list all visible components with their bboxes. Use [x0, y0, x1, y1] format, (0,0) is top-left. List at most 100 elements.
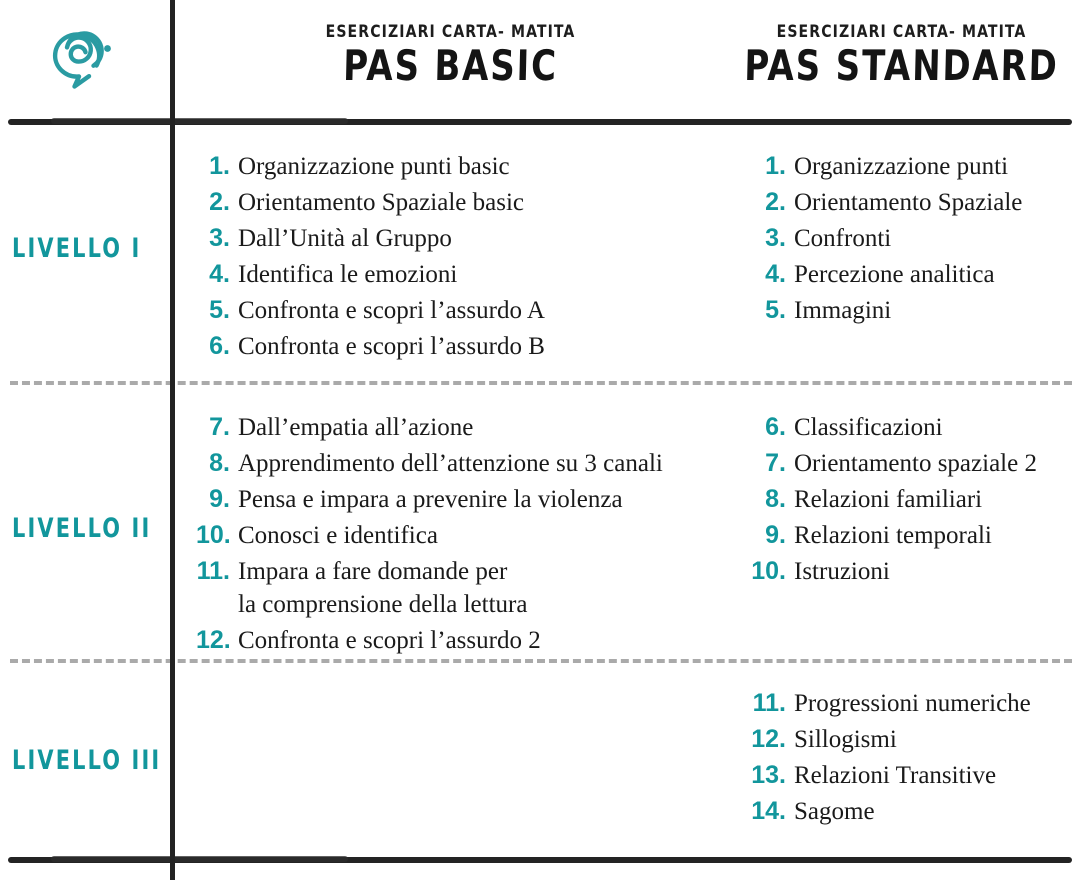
list-item[interactable]: 9. Relazioni temporali: [748, 519, 1078, 552]
level-label-3: LIVELLO III: [12, 745, 162, 776]
item-number: 3.: [209, 224, 230, 252]
level-3-basic-column: [196, 663, 716, 687]
level-row-3: LIVELLO III 11. Progressioni numeriche 12…: [0, 663, 1080, 857]
header-title: PAS BASIC: [342, 41, 559, 90]
list-item[interactable]: 5. Immagini: [748, 294, 1078, 327]
item-list: 1. Organizzazione punti basic 2. Orientame…: [196, 150, 716, 363]
spiral-speech-bubble-icon: [49, 24, 121, 96]
list-item[interactable]: 7. Dall’empatia all’azione: [196, 411, 716, 444]
item-number: 5.: [209, 296, 230, 324]
list-item[interactable]: 10. Istruzioni: [748, 555, 1078, 588]
item-label: Conosci e identifica: [238, 522, 438, 549]
list-item[interactable]: 7. Orientamento spaziale 2: [748, 447, 1078, 480]
item-number: 8.: [209, 449, 230, 477]
item-label: Classificazioni: [794, 414, 943, 441]
header-title: PAS STANDARD: [743, 41, 1060, 90]
list-item[interactable]: 3. Dall’Unità al Gruppo: [196, 222, 716, 255]
item-number: 6.: [765, 413, 786, 441]
header-column-pas-standard: ESERCIZIARI CARTA- MATITA PAS STANDARD: [723, 22, 1080, 90]
list-item[interactable]: 4. Percezione analitica: [748, 258, 1078, 291]
list-item[interactable]: 14. Sagome: [748, 795, 1078, 828]
item-label: Sillogismi: [794, 726, 897, 753]
item-label: Confronta e scopri l’assurdo B: [238, 333, 545, 360]
item-number: 5.: [765, 296, 786, 324]
level-row-1: LIVELLO I 1. Organizzazione punti basic 2…: [0, 123, 1080, 381]
item-label: Percezione analitica: [794, 261, 995, 288]
header-column-pas-basic: ESERCIZIARI CARTA- MATITA PAS BASIC: [178, 22, 723, 90]
item-label: Identifica le emozioni: [238, 261, 458, 288]
list-item[interactable]: 12. Confronta e scopri l’assurdo 2: [196, 624, 716, 657]
item-label: Orientamento Spaziale: [794, 189, 1023, 216]
level-label-2: LIVELLO II: [12, 513, 152, 544]
level-2-standard-column: 6. Classificazioni 7. Orientamento spazial…: [748, 385, 1078, 591]
header-subtitle: ESERCIZIARI CARTA- MATITA: [776, 22, 1027, 42]
list-item[interactable]: 11. Progressioni numeriche: [748, 687, 1078, 720]
item-label: Relazioni Transitive: [794, 762, 997, 789]
brand-logo: [0, 0, 170, 119]
level-label-1: LIVELLO I: [12, 233, 142, 264]
item-number: 7.: [765, 449, 786, 477]
list-item[interactable]: 9. Pensa e impara a prevenire la violenza: [196, 483, 716, 516]
list-item[interactable]: 12. Sillogismi: [748, 723, 1078, 756]
list-item[interactable]: 8. Relazioni familiari: [748, 483, 1078, 516]
item-number: 8.: [765, 485, 786, 513]
list-item[interactable]: 5. Confronta e scopri l’assurdo A: [196, 294, 716, 327]
item-label: Confronta e scopri l’assurdo A: [238, 297, 545, 324]
item-label: Pensa e impara a prevenire la violenza: [238, 486, 623, 513]
item-label: Dall’empatia all’azione: [238, 414, 474, 441]
item-number: 11.: [196, 557, 230, 585]
list-item[interactable]: 6. Confronta e scopri l’assurdo B: [196, 330, 716, 363]
level-1-basic-column: 1. Organizzazione punti basic 2. Orientame…: [196, 123, 716, 366]
list-item[interactable]: 13. Relazioni Transitive: [748, 759, 1078, 792]
header-subtitle: ESERCIZIARI CARTA- MATITA: [325, 22, 576, 42]
level-1-standard-column: 1. Organizzazione punti 2. Orientamento Sp…: [748, 123, 1078, 330]
footer-divider-rule: [8, 856, 1072, 863]
item-label: Organizzazione punti basic: [238, 153, 510, 180]
item-list: 11. Progressioni numeriche 12. Sillogismi …: [748, 687, 1078, 828]
list-item[interactable]: 8. Apprendimento dell’attenzione su 3 can…: [196, 447, 716, 480]
item-label: Relazioni familiari: [794, 486, 983, 513]
item-label: Istruzioni: [794, 558, 890, 585]
item-number: 11.: [752, 689, 786, 717]
level-divider-dashed: [10, 659, 1072, 663]
list-item[interactable]: 10. Conosci e identifica: [196, 519, 716, 552]
list-item[interactable]: 3. Confronti: [748, 222, 1078, 255]
item-number: 12.: [196, 626, 231, 654]
item-label: Orientamento Spaziale basic: [238, 189, 524, 216]
item-number: 9.: [765, 521, 786, 549]
list-item[interactable]: 1. Organizzazione punti basic: [196, 150, 716, 183]
list-item[interactable]: 6. Classificazioni: [748, 411, 1078, 444]
level-row-2: LIVELLO II 7. Dall’empatia all’azione 8. A…: [0, 385, 1080, 659]
item-number: 1.: [209, 152, 230, 180]
item-number: 6.: [209, 332, 230, 360]
item-number: 1.: [765, 152, 786, 180]
item-label: Confronta e scopri l’assurdo 2: [238, 627, 541, 654]
item-label: Relazioni temporali: [794, 522, 992, 549]
item-number: 9.: [209, 485, 230, 513]
list-item[interactable]: 2. Orientamento Spaziale: [748, 186, 1078, 219]
item-label: Orientamento spaziale 2: [794, 450, 1037, 477]
item-number: 12.: [751, 725, 786, 753]
item-number: 2.: [765, 188, 786, 216]
column-divider-rule: [170, 0, 175, 880]
list-item[interactable]: 11. Impara a fare domande per la comprens…: [196, 555, 716, 621]
item-list: 7. Dall’empatia all’azione 8. Apprendiment…: [196, 411, 716, 657]
item-number: 2.: [209, 188, 230, 216]
item-number: 10.: [751, 557, 786, 585]
level-3-standard-column: 11. Progressioni numeriche 12. Sillogismi …: [748, 663, 1078, 831]
list-item[interactable]: 4. Identifica le emozioni: [196, 258, 716, 291]
list-item[interactable]: 2. Orientamento Spaziale basic: [196, 186, 716, 219]
item-label: Immagini: [794, 297, 892, 324]
item-number: 13.: [751, 761, 786, 789]
list-item[interactable]: 1. Organizzazione punti: [748, 150, 1078, 183]
item-label: Organizzazione punti: [794, 153, 1009, 180]
item-label: Dall’Unità al Gruppo: [238, 225, 452, 252]
item-number: 3.: [765, 224, 786, 252]
item-number: 4.: [765, 260, 786, 288]
item-label: Progressioni numeriche: [794, 690, 1031, 717]
item-number: 4.: [209, 260, 230, 288]
level-2-basic-column: 7. Dall’empatia all’azione 8. Apprendiment…: [196, 385, 716, 660]
item-label: Confronti: [794, 225, 892, 252]
item-number: 7.: [209, 413, 230, 441]
